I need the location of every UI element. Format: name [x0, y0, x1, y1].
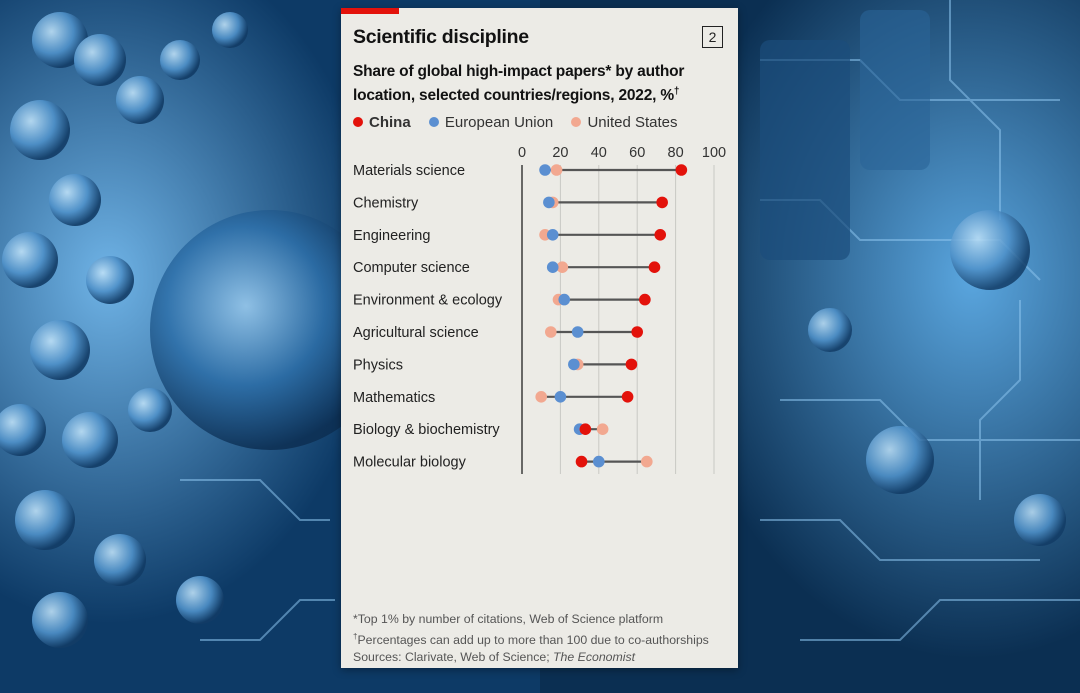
chart-number-badge: 2 — [702, 26, 723, 48]
dot-european-union — [571, 326, 584, 338]
legend-label-eu: European Union — [444, 114, 554, 131]
x-tick-label-40: 40 — [591, 145, 607, 161]
legend-dot-china — [353, 117, 363, 127]
dot-china — [648, 261, 661, 273]
chart-title: Scientific discipline — [353, 26, 529, 48]
dot-china — [621, 391, 634, 403]
x-tick-label-0: 0 — [518, 145, 526, 161]
x-tick-label-60: 60 — [629, 145, 645, 161]
dot-european-union — [593, 455, 605, 468]
legend-item-us: United States — [571, 114, 678, 131]
dot-china — [625, 358, 638, 371]
dot-united-states — [550, 164, 563, 176]
footnotes: *Top 1% by number of citations, Web of S… — [353, 611, 709, 666]
footnote-2-text: Percentages can add up to more than 100 … — [357, 633, 709, 648]
brand-bar — [341, 8, 399, 14]
category-label: Computer science — [353, 260, 470, 276]
legend-label-us: United States — [587, 114, 678, 131]
dot-china — [631, 326, 643, 338]
category-label: Molecular biology — [353, 455, 467, 471]
legend-item-eu: European Union — [428, 114, 554, 131]
subtitle-text: Share of global high-impact papers* by a… — [353, 63, 685, 105]
dot-china — [575, 455, 588, 468]
legend-dot-us — [571, 117, 582, 127]
chart-subtitle: Share of global high-impact papers* by a… — [353, 62, 733, 106]
x-tick-label-20: 20 — [552, 145, 568, 161]
dot-united-states — [535, 391, 547, 403]
dot-united-states — [545, 326, 557, 338]
legend-dot-eu — [428, 117, 439, 127]
legend-label-china: China — [369, 114, 411, 131]
subtitle-footnote-mark: † — [673, 86, 680, 97]
footnote-1: *Top 1% by number of citations, Web of S… — [353, 612, 664, 626]
legend-item-china: China — [353, 114, 411, 131]
dot-china — [654, 229, 667, 241]
sources: Sources: Clarivate, Web of Science; The … — [353, 649, 709, 666]
category-label: Biology & biochemistry — [353, 422, 500, 438]
dot-european-union — [546, 229, 559, 241]
category-label: Physics — [353, 357, 403, 373]
chart-legend: China European Union United States — [353, 114, 692, 131]
dot-united-states — [641, 455, 653, 468]
dot-united-states — [596, 423, 609, 436]
sources-text: Sources: Clarivate, Web of Science; — [353, 650, 554, 665]
category-label: Chemistry — [353, 195, 419, 211]
footnote-2-mark: † — [353, 632, 358, 641]
category-label: Environment & ecology — [353, 293, 503, 309]
x-tick-label-80: 80 — [668, 145, 684, 161]
x-tick-label-100: 100 — [702, 145, 726, 161]
dot-european-union — [543, 196, 555, 209]
dot-european-union — [554, 391, 567, 403]
category-label: Mathematics — [353, 390, 435, 406]
dot-united-states — [556, 261, 569, 273]
dot-european-union — [558, 293, 571, 306]
sources-publication: The Economist — [553, 650, 636, 665]
dot-plot: 0 20 40 60 80 100 Materials science Chemistry En… — [353, 145, 726, 474]
dot-european-union — [568, 358, 580, 371]
dot-china — [675, 164, 688, 176]
dot-china — [656, 196, 668, 209]
chart-card: Scientific discipline 2 Share of global … — [341, 8, 738, 668]
footnote-2: †Percentages can add up to more than 100… — [353, 628, 709, 649]
dot-china — [639, 293, 651, 306]
category-label: Engineering — [353, 228, 430, 244]
dot-european-union — [546, 261, 559, 273]
category-label: Materials science — [353, 163, 465, 179]
dot-china — [579, 423, 592, 436]
dot-european-union — [539, 164, 551, 176]
category-label: Agricultural science — [353, 325, 479, 341]
